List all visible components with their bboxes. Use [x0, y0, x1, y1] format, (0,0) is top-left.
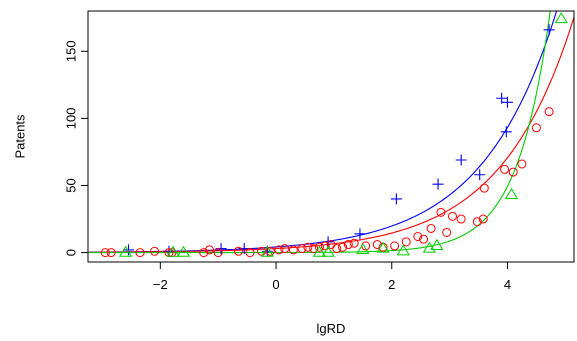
point-triangle	[166, 245, 180, 257]
point-circle	[257, 246, 267, 256]
point-circle	[442, 227, 452, 237]
point-triangle	[312, 245, 327, 257]
point-triangle	[430, 238, 444, 250]
point-circle	[213, 248, 223, 258]
y-axis-title: Patents	[12, 114, 27, 159]
point-plus	[455, 154, 467, 166]
point-circle	[419, 234, 429, 244]
point-circle	[135, 248, 145, 258]
point-circle	[401, 237, 411, 247]
x-axis-title: lgRD	[317, 321, 346, 336]
point-circle	[150, 246, 160, 256]
point-circle	[205, 245, 214, 255]
point-circle	[309, 244, 319, 254]
point-circle	[332, 244, 342, 254]
point-circle	[372, 240, 382, 250]
data-points	[100, 12, 568, 258]
point-triangle	[176, 245, 191, 257]
point-circle	[338, 242, 348, 252]
x-tick-label: −2	[153, 277, 168, 292]
point-circle	[265, 246, 275, 256]
y-tick-label: 100	[63, 108, 78, 130]
point-plus	[261, 245, 273, 257]
point-circle	[288, 245, 298, 255]
point-circle	[314, 242, 324, 252]
point-triangle	[356, 242, 370, 255]
point-circle	[544, 107, 554, 117]
point-circle	[436, 207, 446, 217]
point-plus	[496, 92, 508, 104]
point-circle	[233, 246, 243, 256]
point-circle	[274, 245, 284, 255]
point-plus	[432, 178, 444, 190]
point-plus	[123, 244, 134, 256]
point-circle	[100, 248, 110, 258]
point-triangle	[376, 241, 390, 253]
point-circle	[320, 241, 330, 251]
point-circle	[531, 123, 541, 133]
y-tick-label: 150	[63, 40, 78, 62]
point-circle	[479, 183, 489, 193]
point-circle	[280, 244, 290, 254]
y-tick-label: 50	[63, 178, 78, 192]
x-axis: −2 0 2 4	[153, 261, 511, 292]
point-circle	[199, 248, 209, 258]
point-triangle	[554, 12, 568, 24]
point-triangle	[260, 245, 274, 257]
point-plus	[354, 228, 366, 240]
point-plus	[501, 96, 513, 108]
point-circle	[390, 241, 400, 251]
point-plus	[543, 24, 555, 36]
point-circle	[478, 214, 488, 224]
point-circle	[500, 164, 510, 174]
y-tick-label: 0	[63, 249, 78, 256]
point-triangle	[119, 245, 133, 257]
point-circle	[426, 223, 436, 233]
point-circle	[343, 240, 353, 250]
point-triangle	[321, 245, 335, 257]
point-circle	[472, 217, 482, 227]
point-circle	[349, 238, 359, 248]
point-circle	[106, 248, 116, 258]
point-circle	[448, 211, 457, 221]
point-plus	[238, 243, 250, 255]
point-plus	[390, 193, 402, 205]
point-circle	[508, 167, 518, 177]
point-circle	[303, 242, 313, 252]
point-plus	[474, 169, 486, 181]
y-axis: 0 50 100 150	[63, 40, 89, 256]
point-plus	[500, 126, 512, 138]
point-triangle	[504, 187, 519, 199]
point-circle	[297, 244, 307, 254]
x-tick-label: 0	[272, 277, 279, 292]
point-circle	[517, 159, 527, 169]
point-circle	[245, 248, 255, 258]
x-tick-label: 4	[504, 277, 511, 292]
x-tick-label: 2	[388, 277, 395, 292]
point-circle	[413, 231, 423, 241]
point-circle	[456, 214, 466, 224]
point-triangle	[396, 244, 410, 256]
